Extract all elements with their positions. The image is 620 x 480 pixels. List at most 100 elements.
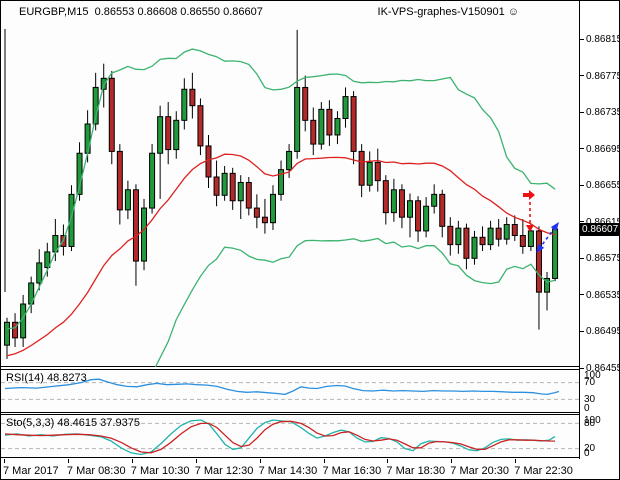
time-axis[interactable]: 7 Mar 2017 7 Mar 08:30 7 Mar 10:30 7 Mar 12… [1,459,619,479]
candle [398,184,405,229]
rsi-canvas[interactable] [1,370,579,412]
candle [149,144,156,214]
rsi-line [4,378,560,396]
candle [221,166,228,201]
candle [334,111,341,145]
candle [229,167,236,210]
time-tick [4,459,5,463]
candle [278,160,285,201]
time-tick [67,459,69,463]
candle [519,219,526,254]
candle [544,272,551,311]
candle [205,134,212,188]
candle [455,220,462,254]
candle [189,72,196,119]
candle [358,144,365,198]
time-tick [195,459,197,463]
candle [197,98,204,156]
price-axis-label: 0.86455 [586,363,620,374]
main-chart-panel[interactable]: EURGBP,M15 0.86553 0.86608 0.86550 0.866… [1,1,579,367]
candle [141,198,148,271]
candle [552,228,559,282]
candle [108,70,115,165]
candle [471,230,478,265]
price-tick [580,111,584,113]
candle [4,317,10,359]
candle [431,184,438,214]
candle [366,151,373,192]
price-tick [580,257,584,259]
price-axis-label: 0.86735 [586,107,620,119]
candle [132,184,139,286]
price-tick [580,221,584,223]
candle [390,178,397,222]
price-tick [580,148,584,150]
candle [447,217,454,256]
bollinger-lower-band [154,237,556,367]
time-axis-label: 7 Mar 18:30 [386,465,446,477]
price-tick [580,294,584,296]
rsi-label: RSI(14) 48.8273 [6,372,87,384]
stochastic-indicator-panel[interactable]: Sto(5,3,3) 48.4615 37.9375 [1,414,579,458]
price-axis-label: 0.86775 [586,70,620,82]
price-axis-label: 0.86495 [586,326,620,338]
candlestick-canvas[interactable] [1,1,579,367]
sell-signal-arrow[interactable] [523,190,535,232]
time-tick [387,459,389,463]
indicator-scale-label: 100 [584,415,601,426]
candle [92,72,99,131]
time-axis-label: 7 Mar 12:30 [194,465,254,477]
price-tick [580,38,584,40]
candle [479,226,486,252]
candle [173,111,180,159]
smiley-icon: ☺ [507,6,519,18]
percent-D-line [4,420,556,454]
indicator-scale-label: 100 [584,370,601,381]
candle [487,220,494,251]
time-axis-label: 7 Mar 16:30 [322,465,382,477]
percent-K-line [4,419,556,456]
time-tick [515,459,517,463]
candle [511,215,518,241]
stochastic-canvas[interactable] [1,415,579,457]
time-tick [131,459,133,463]
indicator-scale-label: 20 [584,443,596,455]
price-axis-label: 0.86815 [586,34,620,45]
candle [326,100,333,146]
candle [439,189,446,238]
time-tick [451,459,453,463]
trend-arrow[interactable] [536,222,559,253]
time-tick [259,459,261,463]
candle [318,102,325,150]
price-tick [580,184,584,186]
candle [124,180,131,220]
close-value: 0.86607 [223,6,263,18]
candle [382,175,389,225]
price-tick [580,330,584,332]
time-axis-label: 7 Mar 2017 [3,465,59,477]
candle [350,91,357,165]
symbol-label: EURGBP,M15 [19,6,89,18]
candle [36,249,43,291]
candle [237,175,244,220]
indicator-scale-label: 0 [584,403,590,414]
candle [12,313,19,347]
rsi-indicator-panel[interactable]: RSI(14) 48.8273 [1,369,579,413]
candle [245,176,252,216]
indicator-scale-label: 70 [584,376,596,388]
candle [165,102,172,165]
price-axis-label: 0.86535 [586,289,620,301]
candle [407,193,413,238]
candle [213,160,220,207]
candle [253,194,260,229]
stochastic-label: Sto(5,3,3) 48.4615 37.9375 [6,417,140,429]
indicator-scale-label: 30 [584,394,596,406]
candle [181,78,188,130]
bollinger-upper-band [6,48,556,330]
candle [535,226,542,330]
indicator-scale-label: 0 [584,448,590,459]
open-value: 0.86553 [94,6,135,18]
candle [423,197,430,238]
moving-average-line [6,153,556,357]
